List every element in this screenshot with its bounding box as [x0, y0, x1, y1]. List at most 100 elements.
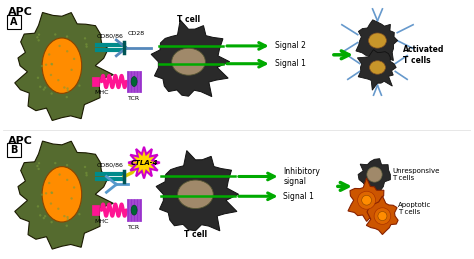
Circle shape: [84, 166, 86, 168]
Text: CD28: CD28: [128, 31, 145, 36]
Circle shape: [71, 69, 73, 71]
Circle shape: [43, 217, 45, 219]
Circle shape: [38, 162, 40, 164]
Text: Unresponsive
T cells: Unresponsive T cells: [392, 168, 440, 181]
Polygon shape: [156, 150, 238, 231]
Circle shape: [367, 167, 382, 182]
Circle shape: [50, 202, 52, 205]
Bar: [91, 77, 100, 87]
Polygon shape: [366, 196, 398, 234]
Text: Signal 2: Signal 2: [274, 41, 305, 51]
Circle shape: [66, 164, 68, 166]
Circle shape: [84, 37, 86, 40]
Text: APC: APC: [8, 7, 32, 17]
Circle shape: [357, 191, 375, 209]
Circle shape: [51, 192, 53, 194]
Polygon shape: [356, 20, 398, 61]
Text: Inhibitory
signal: Inhibitory signal: [283, 167, 320, 186]
Circle shape: [39, 85, 41, 88]
Polygon shape: [357, 50, 396, 90]
Text: MHC: MHC: [94, 219, 109, 224]
Circle shape: [51, 63, 53, 66]
Circle shape: [85, 43, 88, 46]
Circle shape: [50, 221, 53, 223]
Circle shape: [48, 53, 50, 56]
Polygon shape: [151, 20, 230, 97]
Circle shape: [362, 195, 372, 205]
Circle shape: [85, 174, 88, 176]
Circle shape: [374, 208, 391, 224]
Circle shape: [85, 45, 88, 48]
Circle shape: [65, 225, 68, 227]
Circle shape: [78, 213, 81, 215]
Text: Signal 1: Signal 1: [274, 59, 305, 68]
Text: T cell: T cell: [177, 15, 200, 24]
Circle shape: [54, 162, 56, 164]
Circle shape: [50, 92, 53, 95]
Circle shape: [50, 63, 53, 65]
Ellipse shape: [131, 77, 137, 87]
Ellipse shape: [42, 167, 82, 222]
Circle shape: [45, 192, 47, 195]
Circle shape: [85, 172, 88, 174]
Circle shape: [73, 186, 75, 189]
Polygon shape: [15, 12, 113, 120]
Ellipse shape: [131, 205, 137, 215]
Circle shape: [48, 182, 50, 184]
Ellipse shape: [42, 38, 82, 93]
Text: Apoptotic
T cells: Apoptotic T cells: [398, 202, 432, 215]
Text: T cell: T cell: [184, 230, 207, 239]
Text: TCR: TCR: [128, 96, 140, 101]
Circle shape: [44, 215, 46, 217]
Circle shape: [39, 214, 41, 217]
Circle shape: [45, 63, 47, 66]
Text: Activated
T cells: Activated T cells: [403, 45, 445, 64]
Circle shape: [44, 87, 46, 89]
Text: Signal 1: Signal 1: [283, 192, 314, 201]
Circle shape: [50, 74, 52, 76]
Text: CD80/86: CD80/86: [97, 163, 124, 168]
Polygon shape: [128, 147, 160, 178]
Circle shape: [38, 33, 40, 36]
Text: TCR: TCR: [128, 225, 140, 230]
Circle shape: [73, 58, 75, 60]
Ellipse shape: [369, 33, 386, 48]
Circle shape: [54, 33, 56, 36]
Text: B: B: [10, 145, 18, 155]
Circle shape: [50, 191, 53, 194]
Circle shape: [66, 216, 69, 218]
Text: APC: APC: [8, 136, 32, 146]
Circle shape: [36, 165, 38, 167]
Circle shape: [57, 207, 60, 210]
Polygon shape: [358, 159, 391, 191]
Circle shape: [37, 77, 39, 79]
Circle shape: [43, 88, 45, 91]
Circle shape: [58, 173, 61, 176]
Circle shape: [57, 79, 60, 81]
Circle shape: [67, 218, 69, 220]
Bar: [91, 205, 100, 215]
Circle shape: [36, 36, 38, 39]
Circle shape: [41, 193, 43, 196]
Circle shape: [37, 168, 40, 170]
FancyBboxPatch shape: [7, 143, 21, 157]
Circle shape: [58, 45, 61, 47]
Circle shape: [66, 35, 68, 38]
Circle shape: [78, 84, 81, 87]
Ellipse shape: [370, 61, 385, 74]
Text: MHC: MHC: [94, 90, 109, 95]
Circle shape: [66, 50, 68, 53]
Circle shape: [41, 65, 43, 67]
Text: A: A: [10, 17, 18, 27]
Circle shape: [37, 39, 40, 41]
Text: CD80/86: CD80/86: [97, 34, 124, 39]
Circle shape: [63, 215, 65, 217]
Ellipse shape: [172, 48, 205, 75]
Circle shape: [66, 179, 68, 181]
Circle shape: [37, 205, 39, 207]
Circle shape: [66, 87, 69, 90]
Circle shape: [378, 212, 387, 221]
Circle shape: [67, 89, 69, 92]
FancyBboxPatch shape: [7, 15, 21, 28]
Ellipse shape: [178, 180, 213, 208]
